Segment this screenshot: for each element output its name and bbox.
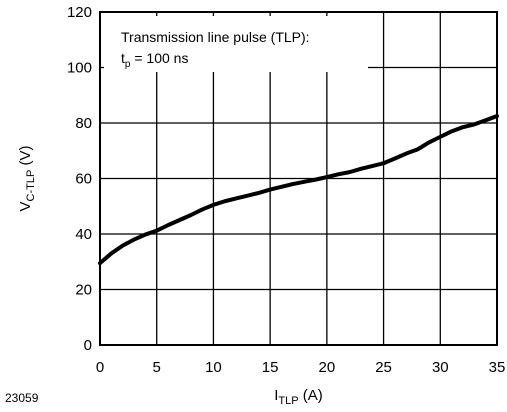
x-tick-label: 10 [205, 359, 222, 376]
x-tick-label: 20 [319, 359, 336, 376]
series-layer [98, 114, 499, 266]
y-tick-labels: 0 20 40 60 80 100 120 [67, 4, 92, 354]
annotation-line-2: tp = 100 ns [121, 50, 188, 70]
y-axis-title: VC-TLP (V) [17, 146, 37, 212]
y-tick-label: 0 [84, 337, 92, 354]
x-tick-label: 30 [432, 359, 449, 376]
y-tick-label: 120 [67, 4, 92, 21]
figure-id: 23059 [5, 391, 39, 405]
x-tick-labels: 0 5 10 15 20 25 30 35 [96, 359, 506, 376]
x-tick-label: 15 [262, 359, 279, 376]
x-tick-label: 25 [375, 359, 392, 376]
annotation-line-1: Transmission line pulse (TLP): [121, 29, 310, 45]
plot-frame [99, 11, 498, 346]
x-tick-label: 35 [489, 359, 506, 376]
y-tick-label: 100 [67, 60, 92, 77]
y-tick-label: 40 [75, 226, 92, 243]
x-tick-label: 0 [96, 359, 104, 376]
series-line-1 [98, 114, 499, 266]
annotation: Transmission line pulse (TLP): tp = 100 n… [121, 29, 310, 70]
annotation-background [104, 16, 368, 72]
y-tick-label: 20 [75, 282, 92, 299]
x-axis-title: ITLP (A) [274, 387, 323, 407]
y-tick-label: 80 [75, 115, 92, 132]
x-tick-label: 5 [153, 359, 161, 376]
y-tick-label: 60 [75, 171, 92, 188]
